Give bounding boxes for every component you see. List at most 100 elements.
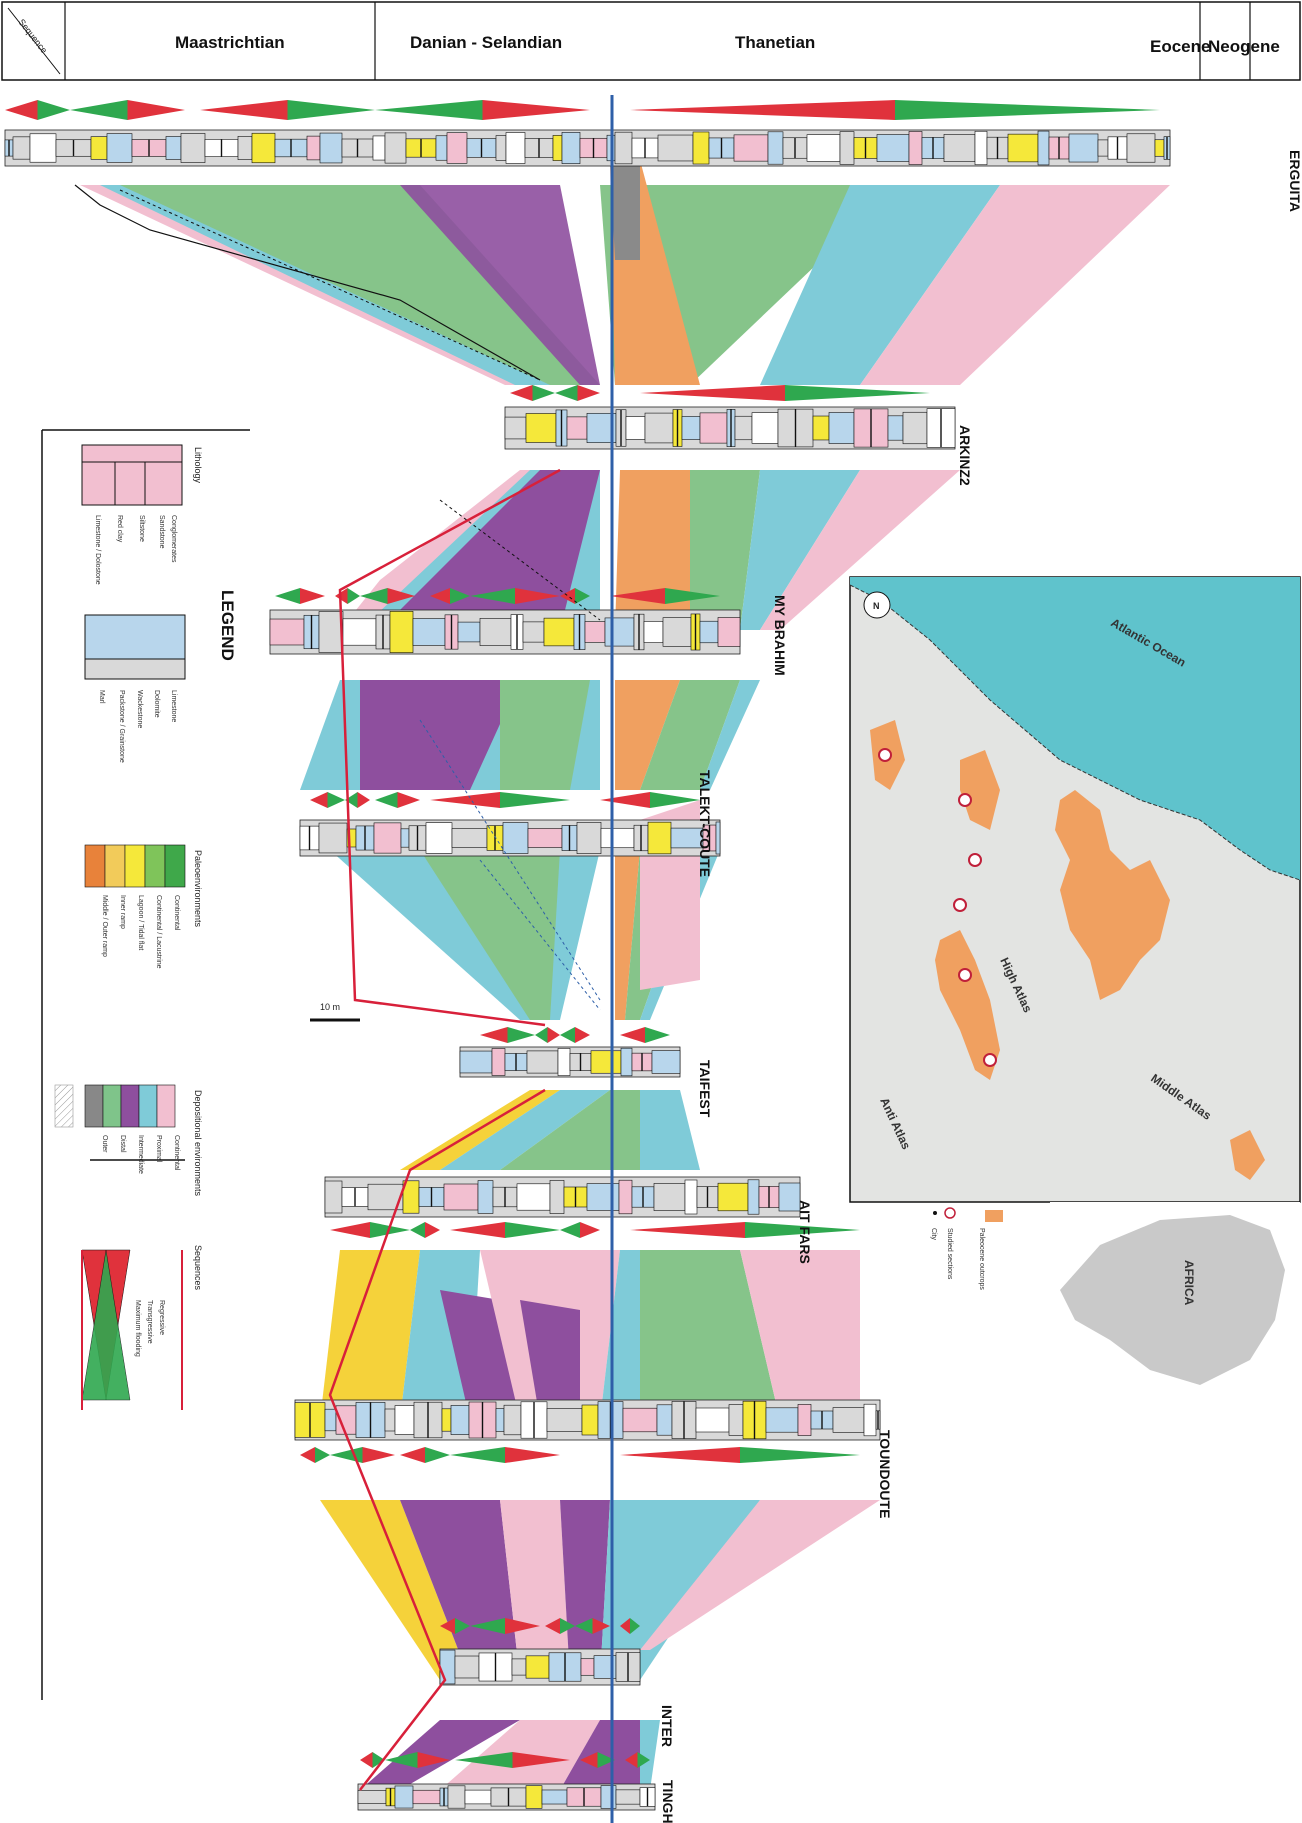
log-bed	[656, 1404, 673, 1436]
log-bed	[1154, 139, 1165, 157]
transgressive-triangle	[360, 588, 388, 604]
log-bed	[657, 134, 694, 162]
log-bed	[1097, 139, 1109, 157]
log-bed	[618, 1179, 633, 1215]
legend-title: LEGEND	[218, 590, 237, 661]
transgressive-triangle	[560, 1618, 575, 1634]
log-bed	[525, 1785, 543, 1809]
well-label-tinghir: TINGHIR	[660, 1780, 676, 1823]
log-bed	[728, 1404, 744, 1436]
regressive-triangle	[575, 1027, 590, 1043]
transgressive-triangle	[455, 1618, 470, 1634]
regressive-triangle	[430, 588, 450, 604]
regressive-triangle	[300, 1447, 315, 1463]
log-bed	[828, 412, 855, 444]
log-bed	[625, 416, 646, 440]
legend-deposenv-item: Distal	[119, 1135, 126, 1153]
log-bed	[584, 621, 606, 643]
log-bed	[902, 411, 928, 445]
map-legend-studied: Studied sections	[946, 1228, 953, 1280]
log-bed	[581, 1404, 599, 1436]
location-map: N Atlantic Ocean High Atlas Anti Atlas M…	[849, 576, 1301, 1402]
transgressive-triangle	[532, 385, 555, 401]
regressive-triangle	[400, 1447, 425, 1463]
legend-sequences-title: Sequences	[193, 1245, 203, 1291]
log-bed	[384, 132, 407, 164]
transgressive-triangle	[425, 1447, 450, 1463]
log-bed	[502, 822, 529, 854]
log-bed	[600, 827, 635, 849]
well-label-toundoute: TOUNDOUTE	[877, 1430, 893, 1518]
log-bed	[447, 1785, 466, 1809]
transgressive-triangle	[745, 1222, 860, 1238]
regressive-triangle	[545, 1618, 560, 1634]
log-bed	[443, 1183, 479, 1211]
log-bed	[717, 1182, 749, 1212]
log-bed	[394, 1405, 415, 1435]
regressive-triangle	[5, 100, 38, 120]
log-bed	[643, 621, 664, 643]
header-thanetian: Thanetian	[735, 33, 815, 52]
log-bed	[699, 620, 719, 644]
log-bed	[251, 132, 276, 164]
transgressive-triangle	[330, 1447, 363, 1463]
log-bed	[876, 134, 910, 162]
legend-deposenv-item: Proximal	[155, 1135, 162, 1163]
log-bed	[435, 135, 448, 161]
log-bed	[566, 416, 588, 440]
legend-deposenv-item: Intermediate	[137, 1135, 144, 1174]
regressive-triangle	[450, 1222, 505, 1238]
log-bed	[12, 136, 31, 160]
log-bed	[1126, 133, 1156, 163]
log-bed	[734, 415, 753, 441]
legend-sequences: Sequences Regressive Transgressive Maxim…	[81, 1245, 203, 1410]
log-bed	[439, 1649, 456, 1685]
log-bed	[237, 136, 253, 161]
regressive-triangle	[620, 1447, 740, 1463]
log-bed	[441, 1408, 452, 1432]
regressive-triangle	[357, 792, 370, 808]
log-bed	[1037, 130, 1050, 166]
log-bed	[425, 822, 453, 854]
transgressive-triangle	[450, 1447, 505, 1463]
regressive-triangle	[417, 1752, 450, 1768]
log-bed	[459, 1050, 493, 1074]
regressive-triangle	[577, 385, 600, 401]
log-bed	[974, 130, 988, 166]
log-bed	[549, 1180, 565, 1214]
deposenv-swatch	[102, 1084, 122, 1128]
log-bed	[747, 1179, 760, 1215]
well-label-akrinz: ARKINZ2	[957, 425, 973, 486]
paleoenv-swatch	[144, 844, 166, 888]
transgressive-triangle	[535, 1027, 548, 1043]
legend-deposenv-item: Continental	[173, 1135, 180, 1171]
well-label-taleztcoute: TALEKT-COUTE	[697, 770, 713, 877]
log-bed	[681, 416, 701, 440]
log-bed	[1068, 133, 1099, 163]
log-bed	[908, 131, 923, 165]
log-bed	[715, 821, 721, 855]
regressive-triangle	[580, 1222, 600, 1238]
log-bed	[106, 133, 133, 163]
africa-label: AFRICA	[1182, 1260, 1196, 1306]
log-bed	[615, 1789, 641, 1805]
transgressive-triangle	[372, 1752, 385, 1768]
legend-lithology-title: Lithology	[193, 447, 203, 484]
transgressive-triangle	[385, 1752, 418, 1768]
regressive-triangle	[505, 1447, 560, 1463]
transgressive-triangle	[345, 792, 358, 808]
transgressive-triangle	[315, 1447, 330, 1463]
log-bed	[1007, 133, 1039, 163]
header-maastrichtian: Maastrichtian	[175, 33, 285, 52]
log-bed	[614, 131, 633, 165]
legend-facies-item: Dolomite	[153, 690, 160, 718]
header-danian-selandian: Danian - Selandian	[410, 33, 562, 52]
log-bed	[342, 618, 377, 646]
log-bed	[412, 618, 446, 646]
log-bed	[695, 1407, 730, 1433]
transgressive-triangle	[470, 1618, 505, 1634]
log-bed	[180, 133, 206, 163]
map-legend-city: City	[930, 1228, 937, 1241]
log-bed	[522, 621, 545, 643]
